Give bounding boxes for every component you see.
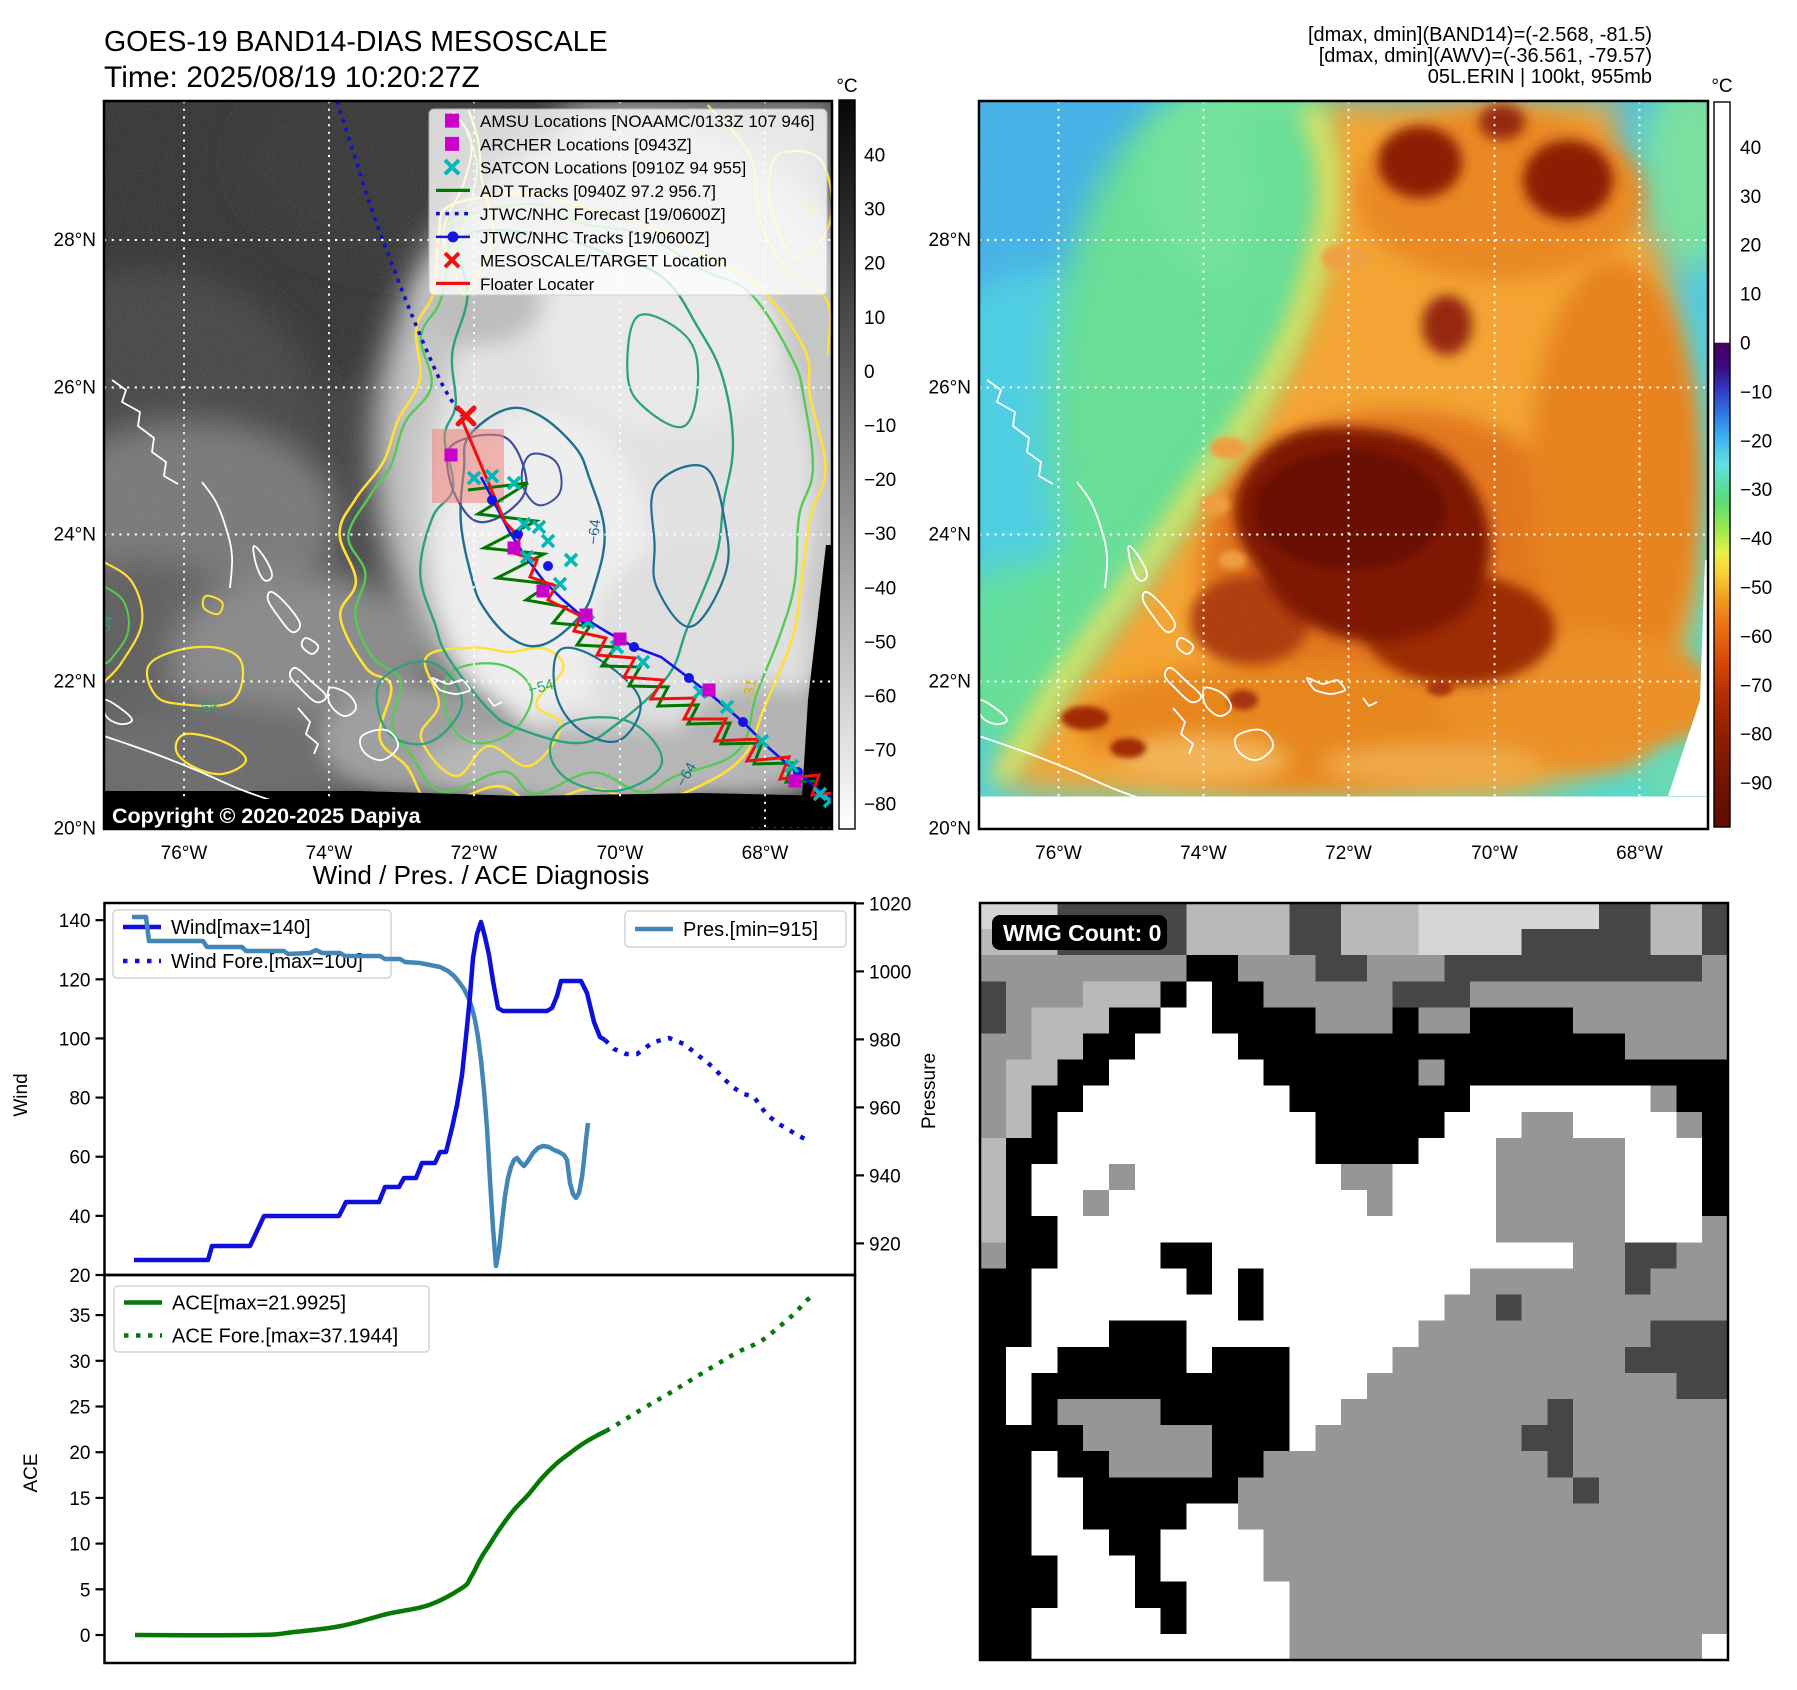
svg-text:40: 40	[864, 146, 885, 167]
svg-text:Pressure: Pressure	[919, 1053, 940, 1129]
svg-text:25: 25	[69, 1398, 90, 1419]
svg-text:−54: −54	[192, 696, 220, 719]
svg-text:Wind[max=140]: Wind[max=140]	[171, 917, 311, 939]
svg-text:−64: −64	[585, 519, 604, 546]
svg-text:ACE: ACE	[21, 1453, 42, 1492]
svg-text:20: 20	[864, 254, 885, 275]
svg-text:60: 60	[69, 1148, 90, 1169]
svg-text:°C: °C	[836, 76, 857, 97]
svg-text:GOES-19 BAND14-DIAS MESOSCALE: GOES-19 BAND14-DIAS MESOSCALE	[104, 26, 608, 58]
svg-text:0: 0	[80, 1626, 91, 1647]
svg-text:10: 10	[864, 308, 885, 329]
svg-text:26°N: 26°N	[929, 378, 971, 399]
svg-text:26°N: 26°N	[54, 378, 96, 399]
svg-text:Time: 2025/08/19 10:20:27Z: Time: 2025/08/19 10:20:27Z	[104, 61, 480, 94]
svg-text:ADT Tracks [0940Z 97.2 956.7]: ADT Tracks [0940Z 97.2 956.7]	[480, 182, 716, 201]
svg-text:0: 0	[864, 362, 875, 383]
svg-text:940: 940	[869, 1166, 901, 1187]
svg-text:−31: −31	[739, 678, 760, 706]
svg-text:−20: −20	[1740, 431, 1772, 452]
svg-text:30: 30	[69, 1352, 90, 1373]
svg-text:22°N: 22°N	[54, 672, 96, 693]
svg-text:−10: −10	[1740, 382, 1772, 403]
svg-text:120: 120	[59, 970, 91, 991]
svg-text:WMG Count: 0: WMG Count: 0	[1003, 920, 1161, 946]
svg-text:72°W: 72°W	[1325, 843, 1372, 864]
svg-text:22°N: 22°N	[929, 672, 971, 693]
svg-text:ARCHER Locations [0943Z]: ARCHER Locations [0943Z]	[480, 135, 692, 154]
svg-text:−50: −50	[864, 632, 896, 653]
svg-text:−50: −50	[1740, 578, 1772, 599]
svg-text:−40: −40	[864, 578, 896, 599]
svg-text:20°N: 20°N	[929, 819, 971, 840]
svg-text:30: 30	[864, 200, 885, 221]
svg-text:140: 140	[59, 911, 91, 932]
svg-text:−80: −80	[1740, 725, 1772, 746]
svg-text:74°W: 74°W	[1180, 843, 1227, 864]
svg-text:−90: −90	[1740, 774, 1772, 795]
svg-text:76°W: 76°W	[1035, 843, 1082, 864]
svg-text:76°W: 76°W	[161, 843, 208, 864]
svg-text:10: 10	[1740, 285, 1761, 306]
svg-text:20: 20	[1740, 236, 1761, 257]
svg-text:80: 80	[69, 1089, 90, 1110]
svg-text:1020: 1020	[869, 894, 911, 915]
svg-text:SATCON Locations [0910Z 94 955: SATCON Locations [0910Z 94 955]	[480, 159, 746, 178]
svg-text:20°N: 20°N	[54, 819, 96, 840]
svg-text:−30: −30	[1740, 480, 1772, 501]
svg-text:ACE Fore.[max=37.1944]: ACE Fore.[max=37.1944]	[172, 1326, 398, 1348]
svg-text:0: 0	[1740, 334, 1751, 355]
svg-text:−54: −54	[527, 676, 556, 699]
svg-text:24°N: 24°N	[929, 525, 971, 546]
svg-text:20: 20	[69, 1266, 90, 1287]
svg-text:24°N: 24°N	[54, 525, 96, 546]
svg-text:74°W: 74°W	[306, 843, 353, 864]
svg-text:°C: °C	[1711, 76, 1732, 97]
svg-text:920: 920	[869, 1234, 901, 1255]
svg-text:72°W: 72°W	[451, 843, 498, 864]
svg-text:ACE[max=21.9925]: ACE[max=21.9925]	[172, 1293, 346, 1315]
svg-text:MESOSCALE/TARGET Location: MESOSCALE/TARGET Location	[480, 252, 727, 271]
svg-text:68°W: 68°W	[742, 843, 789, 864]
svg-text:−20: −20	[864, 470, 896, 491]
svg-text:10: 10	[69, 1535, 90, 1556]
svg-text:−70: −70	[1740, 676, 1772, 697]
svg-text:100: 100	[59, 1029, 91, 1050]
svg-text:−10: −10	[864, 416, 896, 437]
svg-text:40: 40	[1740, 138, 1761, 159]
svg-text:Wind Fore.[max=100]: Wind Fore.[max=100]	[171, 951, 363, 973]
svg-text:Wind: Wind	[11, 1073, 32, 1116]
svg-text:Wind / Pres. / ACE Diagnosis: Wind / Pres. / ACE Diagnosis	[313, 860, 650, 890]
svg-text:−70: −70	[864, 741, 896, 762]
svg-text:30: 30	[1740, 187, 1761, 208]
svg-text:[dmax, dmin](BAND14)=(-2.568,: [dmax, dmin](BAND14)=(-2.568, -81.5)	[1308, 24, 1652, 46]
svg-text:20: 20	[69, 1443, 90, 1464]
svg-text:−30: −30	[864, 524, 896, 545]
svg-text:−60: −60	[864, 687, 896, 708]
svg-text:−54: −54	[95, 614, 115, 640]
svg-text:−80: −80	[864, 795, 896, 816]
svg-text:−40: −40	[1740, 529, 1772, 550]
svg-text:5: 5	[80, 1580, 91, 1601]
svg-text:−60: −60	[1740, 627, 1772, 648]
svg-text:[dmax, dmin](AWV)=(-36.561, -7: [dmax, dmin](AWV)=(-36.561, -79.57)	[1319, 45, 1652, 67]
svg-text:35: 35	[69, 1306, 90, 1327]
svg-text:28°N: 28°N	[929, 230, 971, 251]
svg-text:Floater Locater: Floater Locater	[480, 275, 595, 294]
svg-text:70°W: 70°W	[597, 843, 644, 864]
svg-text:68°W: 68°W	[1616, 843, 1663, 864]
svg-text:05L.ERIN | 100kt, 955mb: 05L.ERIN | 100kt, 955mb	[1428, 66, 1652, 88]
svg-text:15: 15	[69, 1489, 90, 1510]
svg-text:JTWC/NHC Tracks [19/0600Z]: JTWC/NHC Tracks [19/0600Z]	[480, 228, 710, 247]
svg-text:980: 980	[869, 1030, 901, 1051]
svg-text:JTWC/NHC Forecast [19/0600Z]: JTWC/NHC Forecast [19/0600Z]	[480, 205, 726, 224]
svg-text:AMSU Locations [NOAAMC/0133Z 1: AMSU Locations [NOAAMC/0133Z 107 946]	[480, 112, 815, 131]
svg-text:1000: 1000	[869, 962, 911, 983]
svg-text:70°W: 70°W	[1471, 843, 1518, 864]
svg-text:40: 40	[69, 1207, 90, 1228]
svg-text:Pres.[min=915]: Pres.[min=915]	[683, 919, 818, 941]
svg-text:960: 960	[869, 1098, 901, 1119]
svg-text:28°N: 28°N	[54, 230, 96, 251]
svg-text:Copyright © 2020-2025 Dapiya: Copyright © 2020-2025 Dapiya	[112, 804, 422, 828]
